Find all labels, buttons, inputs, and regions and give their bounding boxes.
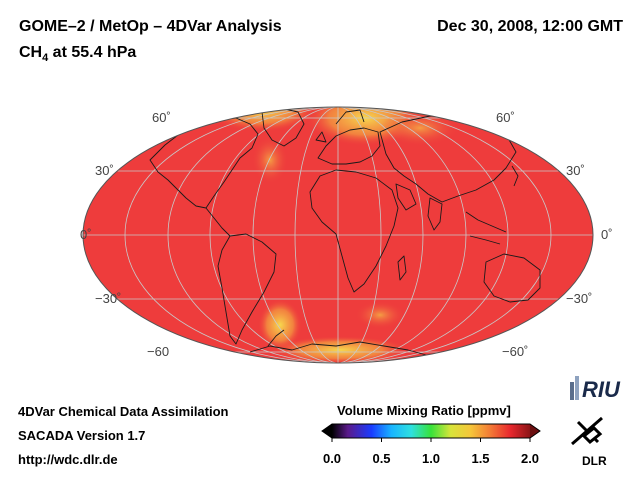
footer-url: http://wdc.dlr.de <box>18 452 118 467</box>
uk-coast <box>315 131 327 143</box>
map-title: GOME–2 / MetOp – 4DVar Analysis <box>19 18 282 35</box>
central-america-coast <box>205 207 231 237</box>
dlr-emblem-icon <box>571 416 603 446</box>
indonesia-islands <box>469 235 501 245</box>
riu-logo: RIU <box>570 376 621 402</box>
antarctic-high-region <box>270 336 410 363</box>
south-america-coast <box>217 233 277 345</box>
north-atlantic-elevated <box>252 136 288 184</box>
colorbar-tick-label: 0.5 <box>372 451 391 466</box>
lat-label-right-m60: −60˚ <box>502 344 528 359</box>
species-subscript: 4 <box>42 52 49 65</box>
australia-coast <box>483 253 541 303</box>
colorbar <box>321 423 541 442</box>
lat-label-right-m30: −30˚ <box>566 291 592 306</box>
map-border <box>82 106 594 364</box>
colorbar-tick-label: 1.0 <box>421 451 441 466</box>
indonesia-coast <box>465 211 507 233</box>
japan-coast <box>511 165 519 187</box>
footer-line-1: 4DVar Chemical Data Assimilation <box>18 404 229 419</box>
colorbar-max-arrow <box>530 424 540 438</box>
species-subtitle: CH4 at 55.4 hPa <box>19 44 136 64</box>
india-coast <box>427 197 443 231</box>
dlr-logo <box>571 416 603 446</box>
southern-ocean-elevated <box>355 301 405 329</box>
latitude-labels-right: 60˚ 30˚ 0˚ −30˚ −60˚ <box>496 110 613 359</box>
lat-label-left-30: 30˚ <box>95 163 114 178</box>
colorbar-tick-label: 2.0 <box>520 451 540 466</box>
arabia-coast <box>395 183 417 211</box>
lat-label-left-m60: −60 <box>147 344 169 359</box>
antarctica-coast <box>249 341 431 357</box>
species-prefix: CH <box>19 44 43 61</box>
latitude-labels-left: 60˚ 30˚ 0˚ −30˚ −60 <box>80 110 171 359</box>
scandinavia-coast <box>335 109 365 125</box>
colorbar-tick-label: 0.0 <box>322 451 342 466</box>
south-atlantic-elevated <box>258 299 302 351</box>
lat-label-right-60: 60˚ <box>496 110 515 125</box>
colorbar-min-arrow <box>322 424 332 438</box>
lat-label-left-m30: −30˚ <box>95 291 121 306</box>
colorbar-title: Volume Mixing Ratio [ppmv] <box>337 403 511 418</box>
dlr-logo-text: DLR <box>582 454 607 468</box>
colorbar-gradient <box>332 424 530 438</box>
antarctic-peninsula <box>267 329 285 347</box>
north-asia-elevated <box>380 110 460 146</box>
lat-label-left-0: 0˚ <box>80 227 92 242</box>
lat-label-right-0: 0˚ <box>601 227 613 242</box>
europe-coast <box>317 127 381 165</box>
footer-line-2: SACADA Version 1.7 <box>18 428 146 443</box>
madagascar-coast <box>397 255 407 281</box>
riu-logo-text: RIU <box>582 377 621 402</box>
colorbar-tick-label: 1.5 <box>471 451 490 466</box>
species-suffix: at 55.4 hPa <box>48 44 137 61</box>
lat-label-right-30: 30˚ <box>566 163 585 178</box>
lat-label-left-60: 60˚ <box>152 110 171 125</box>
africa-coast <box>309 169 399 293</box>
analysis-datetime: Dec 30, 2008, 12:00 GMT <box>437 18 623 35</box>
